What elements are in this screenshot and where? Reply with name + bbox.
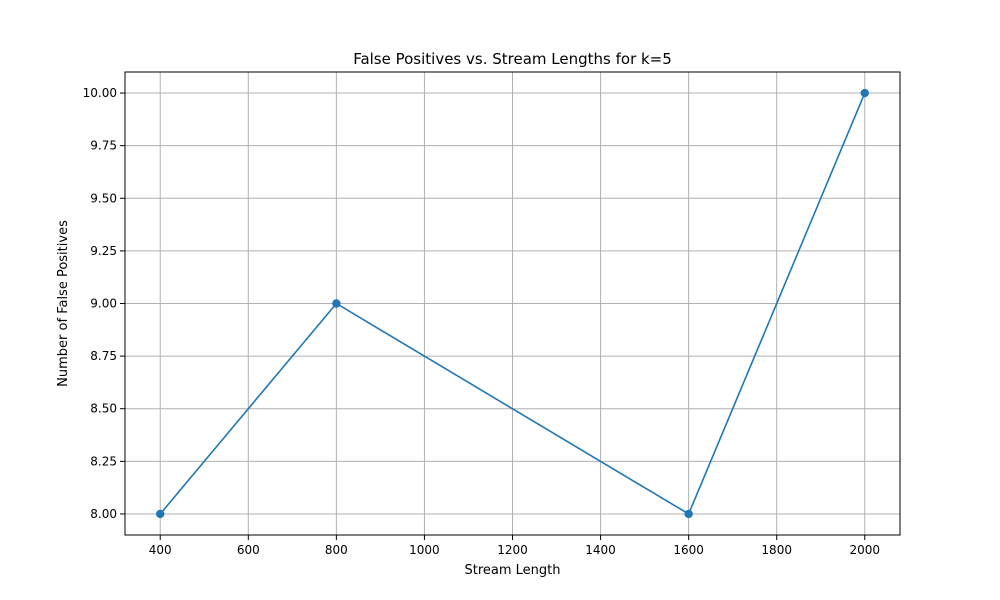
x-tick-label: 1400 <box>585 543 616 557</box>
x-tick-label: 400 <box>149 543 172 557</box>
y-axis-ticks: 8.00 8.25 8.50 8.75 9.00 9.25 9.50 9.75 10.00 <box>83 86 125 521</box>
chart-title: False Positives vs. Stream Lengths for k… <box>353 50 672 68</box>
y-tick-label: 8.25 <box>90 454 117 468</box>
y-axis-label: Number of False Positives <box>56 220 71 387</box>
grid-lines <box>125 72 900 535</box>
y-tick-label: 9.50 <box>90 191 117 205</box>
data-point-marker <box>156 509 165 519</box>
y-tick-label: 8.00 <box>90 507 117 521</box>
x-axis-label: Stream Length <box>464 563 560 578</box>
data-point-marker <box>860 88 869 98</box>
y-tick-label: 8.50 <box>90 402 117 416</box>
x-axis-ticks: 400 600 800 1000 1200 1400 1600 1800 2000 <box>149 535 880 557</box>
x-tick-label: 2000 <box>849 543 880 557</box>
x-tick-label: 800 <box>325 543 348 557</box>
x-tick-label: 1800 <box>761 543 792 557</box>
x-tick-label: 1600 <box>673 543 704 557</box>
x-tick-label: 1000 <box>409 543 440 557</box>
y-tick-label: 9.25 <box>90 244 117 258</box>
x-tick-label: 600 <box>237 543 260 557</box>
y-tick-label: 9.75 <box>90 139 117 153</box>
y-tick-label: 9.00 <box>90 297 117 311</box>
data-point-marker <box>332 299 341 308</box>
y-tick-label: 8.75 <box>90 349 117 363</box>
y-tick-label: 10.00 <box>83 86 117 100</box>
data-point-marker <box>684 509 693 519</box>
series-layer <box>156 88 869 519</box>
x-tick-label: 1200 <box>497 543 528 557</box>
series-line <box>159 92 866 516</box>
